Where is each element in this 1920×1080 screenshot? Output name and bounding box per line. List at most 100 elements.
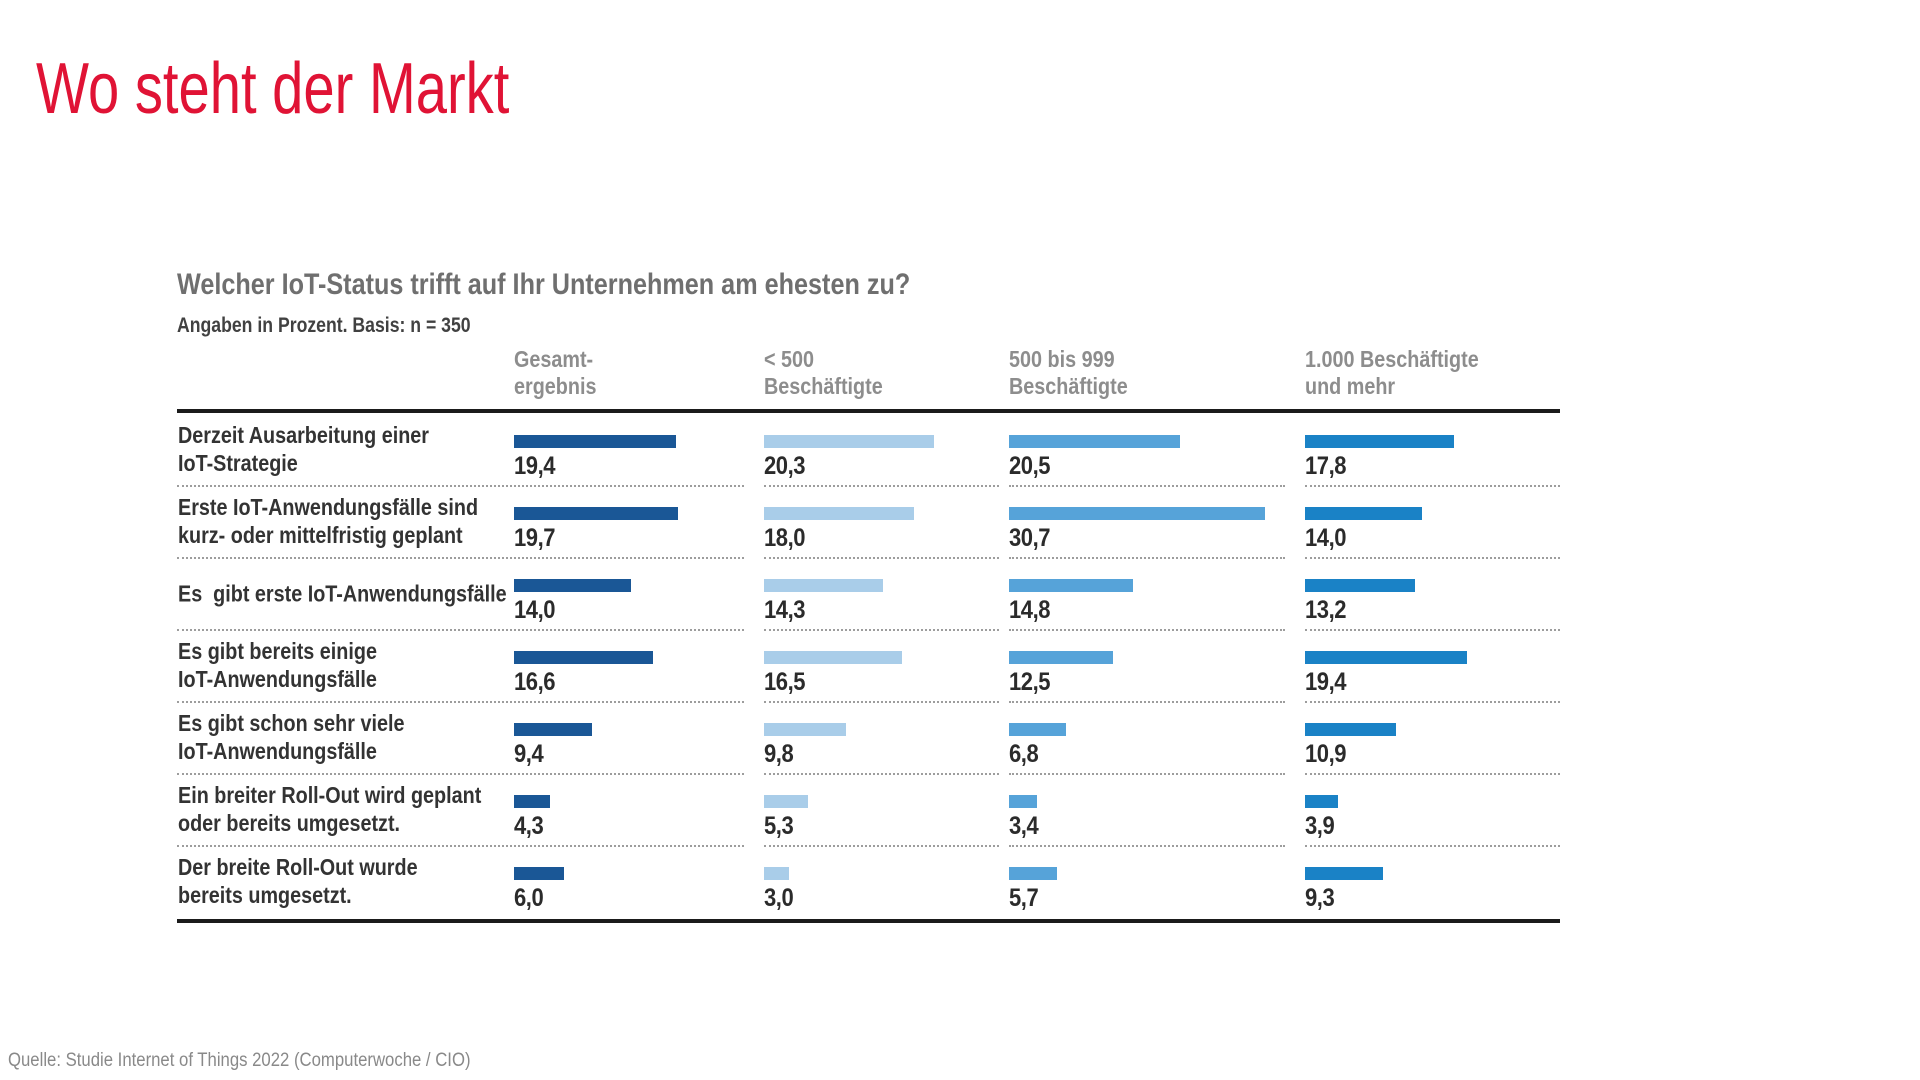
row-segment-series-3: 13,2 [1305,559,1560,631]
value-label: 16,6 [514,668,556,696]
page-title: Wo steht der Markt [36,49,510,129]
value-label: 6,0 [514,884,544,912]
value-label: 17,8 [1305,452,1347,480]
row-segment-series-2: 30,7 [1009,487,1285,559]
bar-group: 19,4 [1305,651,1467,697]
value-label: 9,3 [1305,884,1335,912]
bar-series-2 [1009,507,1265,520]
bar-series-3 [1305,867,1383,880]
bar-group: 13,2 [1305,579,1415,625]
value-label: 3,0 [764,884,794,912]
value-label: 19,4 [514,452,556,480]
iot-status-chart: Welcher IoT-Status trifft auf Ihr Untern… [177,268,1560,958]
value-label: 30,7 [1009,524,1051,552]
bar-group: 3,9 [1305,795,1338,841]
bar-group: 6,0 [514,867,564,913]
value-label: 14,0 [514,596,556,624]
value-label: 19,7 [514,524,556,552]
row-label: Derzeit Ausarbeitung einer IoT-Strategie [178,421,429,476]
bar-group: 16,6 [514,651,653,697]
row-segment-series-2: 12,5 [1009,631,1285,703]
row-segment-series-1: 3,0 [764,847,999,917]
bar-series-2 [1009,651,1113,664]
row-segment-series-2: 3,4 [1009,775,1285,847]
bar-group: 3,4 [1009,795,1042,841]
bar-series-0 [514,795,550,808]
chart-title: Welcher IoT-Status trifft auf Ihr Untern… [177,268,911,301]
value-label: 9,8 [764,740,794,768]
bar-series-3 [1305,723,1396,736]
bar-series-1 [764,795,808,808]
value-label: 12,5 [1009,668,1051,696]
bar-series-0 [514,579,631,592]
row-segment-label-and-gesamt: Erste IoT-Anwendungsfälle sind kurz- ode… [177,487,744,559]
bar-series-1 [764,507,914,520]
chart-subtitle: Angaben in Prozent. Basis: n = 350 [177,314,471,337]
bar-series-3 [1305,579,1415,592]
value-label: 14,0 [1305,524,1347,552]
column-header-500-bis-999: 500 bis 999 Beschäftigte [1009,346,1128,399]
row-segment-label-and-gesamt: Es gibt schon sehr viele IoT-Anwendungsf… [177,703,744,775]
bar-series-2 [1009,723,1066,736]
chart-rows: Derzeit Ausarbeitung einer IoT-Strategie… [177,415,1560,919]
table-bottom-rule [177,919,1560,923]
row-segment-series-1: 18,0 [764,487,999,559]
bar-group: 14,8 [1009,579,1133,625]
bar-group: 30,7 [1009,507,1265,553]
bar-series-1 [764,435,934,448]
column-header-gesamtergebnis: Gesamt- ergebnis [514,346,597,399]
row-segment-label-and-gesamt: Ein breiter Roll-Out wird geplant oder b… [177,775,744,847]
bar-series-3 [1305,435,1454,448]
chart-row: Es gibt schon sehr viele IoT-Anwendungsf… [177,703,1560,775]
bar-group: 20,5 [1009,435,1180,481]
column-header-1000-und-mehr: 1.000 Beschäftigte und mehr [1305,346,1479,399]
bar-series-3 [1305,795,1338,808]
row-segment-series-3: 19,4 [1305,631,1560,703]
row-segment-series-1: 16,5 [764,631,999,703]
value-label: 18,0 [764,524,806,552]
row-label: Es gibt schon sehr viele IoT-Anwendungsf… [178,709,405,764]
bar-group: 14,0 [1305,507,1422,553]
bar-group: 14,3 [764,579,883,625]
row-segment-series-2: 5,7 [1009,847,1285,917]
row-segment-series-3: 9,3 [1305,847,1560,917]
row-segment-series-2: 20,5 [1009,415,1285,487]
chart-row: Erste IoT-Anwendungsfälle sind kurz- ode… [177,487,1560,559]
row-segment-series-1: 14,3 [764,559,999,631]
bar-series-0 [514,507,678,520]
row-label: Ein breiter Roll-Out wird geplant oder b… [178,781,482,836]
row-label: Es gibt erste IoT-Anwendungsfälle [178,580,507,607]
row-segment-label-and-gesamt: Es gibt bereits einige IoT-Anwendungsfäl… [177,631,744,703]
bar-series-3 [1305,651,1467,664]
row-segment-series-1: 9,8 [764,703,999,775]
bar-group: 14,0 [514,579,631,625]
bar-series-0 [514,651,653,664]
bar-group: 12,5 [1009,651,1113,697]
value-label: 14,3 [764,596,806,624]
chart-row: Ein breiter Roll-Out wird geplant oder b… [177,775,1560,847]
bar-group: 6,8 [1009,723,1066,769]
value-label: 16,5 [764,668,806,696]
row-segment-label-and-gesamt: Der breite Roll-Out wurde bereits umgese… [177,847,744,917]
row-segment-series-3: 17,8 [1305,415,1560,487]
row-label: Es gibt bereits einige IoT-Anwendungsfäl… [178,637,377,692]
bar-group: 9,8 [764,723,846,769]
value-label: 4,3 [514,812,544,840]
bar-group: 16,5 [764,651,902,697]
row-segment-series-3: 10,9 [1305,703,1560,775]
bar-series-2 [1009,435,1180,448]
row-segment-label-and-gesamt: Es gibt erste IoT-Anwendungsfälle 14,0 [177,559,744,631]
bar-series-2 [1009,579,1133,592]
bar-group: 5,7 [1009,867,1057,913]
bar-series-2 [1009,795,1037,808]
row-label: Erste IoT-Anwendungsfälle sind kurz- ode… [178,493,479,548]
bar-group: 19,4 [514,435,676,481]
bar-series-0 [514,867,564,880]
value-label: 20,5 [1009,452,1051,480]
value-label: 20,3 [764,452,806,480]
bar-series-1 [764,651,902,664]
bar-group: 17,8 [1305,435,1454,481]
bar-group: 5,3 [764,795,808,841]
column-header-unter-500: < 500 Beschäftigte [764,346,883,399]
row-segment-series-2: 14,8 [1009,559,1285,631]
